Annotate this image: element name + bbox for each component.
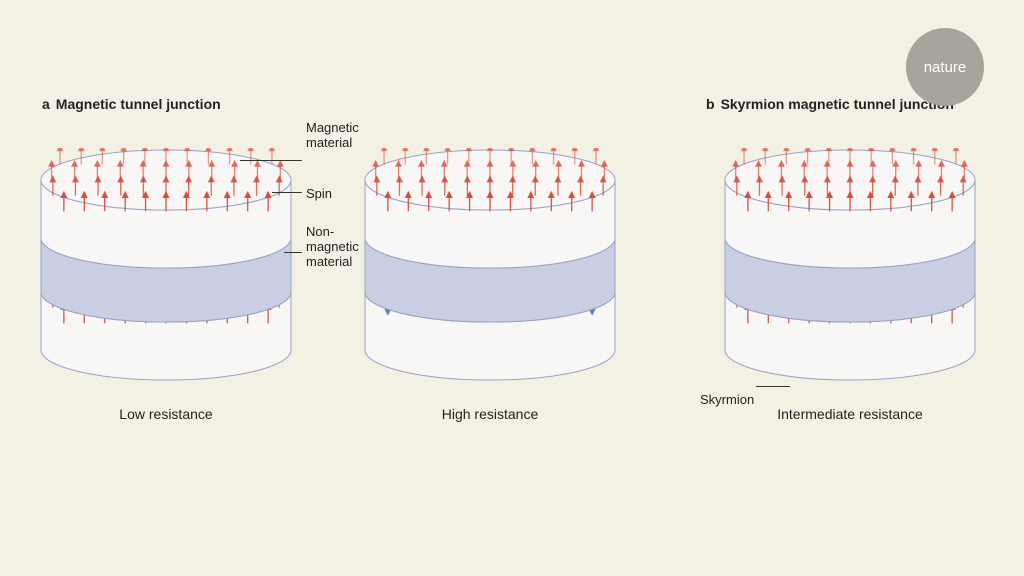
cylinder-high-resistance <box>360 148 620 408</box>
cylinder-svg <box>720 148 980 388</box>
panel-b-label: b Skyrmion magnetic tunnel junction <box>706 96 954 112</box>
caption-intermediate: Intermediate resistance <box>720 406 980 422</box>
annot-non-magnetic-line <box>284 252 302 253</box>
cylinder-svg <box>36 148 296 388</box>
annot-magnetic-material-line <box>240 160 302 161</box>
panel-b-title: Skyrmion magnetic tunnel junction <box>721 96 954 112</box>
panel-a-title: Magnetic tunnel junction <box>56 96 221 112</box>
cylinder-low-resistance <box>36 148 296 408</box>
nature-badge-text: nature <box>924 59 967 76</box>
panel-b-letter: b <box>706 96 715 112</box>
annot-spin: Spin <box>306 186 332 201</box>
panel-a-label: a Magnetic tunnel junction <box>42 96 221 112</box>
annot-skyrmion-line <box>756 386 790 387</box>
annot-magnetic-material: Magnetic material <box>306 120 386 150</box>
annot-skyrmion: Skyrmion <box>700 392 754 407</box>
nature-badge: nature <box>906 28 984 106</box>
caption-high: High resistance <box>360 406 620 422</box>
cylinder-skyrmion <box>720 148 980 408</box>
caption-low: Low resistance <box>36 406 296 422</box>
panel-a-letter: a <box>42 96 50 112</box>
annot-non-magnetic: Non-magnetic material <box>306 224 386 269</box>
annot-spin-line <box>272 192 302 193</box>
cylinder-svg <box>360 148 620 388</box>
